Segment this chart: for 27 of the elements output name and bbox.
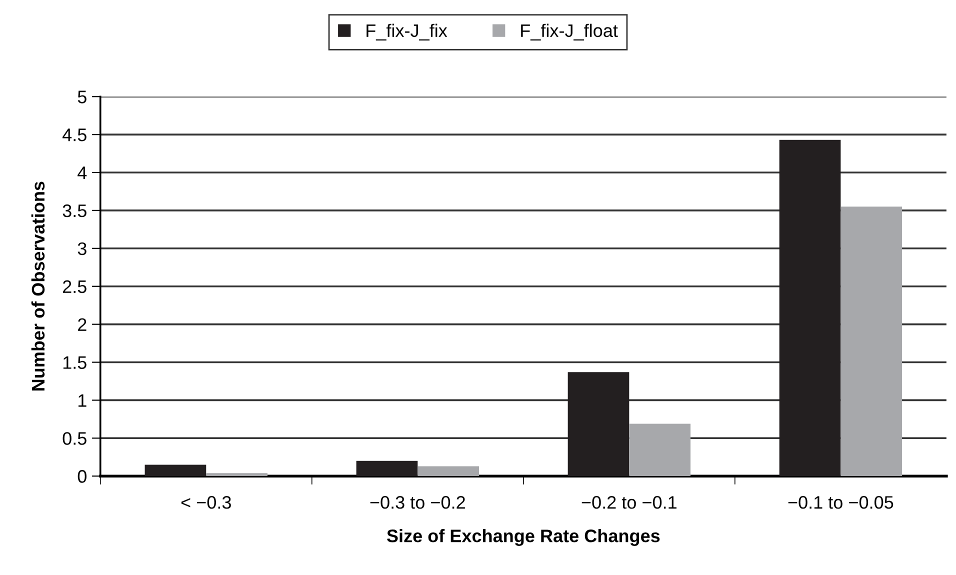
y-tick-label: 1.5 bbox=[63, 356, 86, 369]
bar bbox=[629, 424, 691, 476]
bar bbox=[418, 466, 479, 476]
x-tick-label: −0.1 to −0.05 bbox=[788, 496, 894, 509]
y-tick-label: 3 bbox=[78, 242, 86, 256]
y-tick-label: 2.5 bbox=[62, 280, 86, 294]
y-tick-label: 3.5 bbox=[62, 204, 86, 218]
bar bbox=[144, 464, 206, 476]
bar bbox=[206, 473, 268, 476]
x-axis-title: Size of Exchange Rate Changes bbox=[386, 529, 660, 546]
y-tick-label: 0 bbox=[78, 470, 86, 483]
y-tick-label: 4.5 bbox=[62, 128, 86, 142]
legend-label: F_fix-J_float bbox=[521, 24, 618, 40]
bar bbox=[779, 140, 841, 476]
y-tick-label: 5 bbox=[78, 90, 86, 104]
bar bbox=[568, 372, 630, 476]
x-tick-label: −0.2 to −0.1 bbox=[582, 496, 676, 509]
x-tick-label: −0.3 to −0.2 bbox=[370, 496, 465, 509]
legend-label: F_fix-J_fix bbox=[366, 24, 448, 40]
bar bbox=[840, 206, 902, 476]
y-tick-label: 0.5 bbox=[62, 432, 86, 445]
y-tick-label: 4 bbox=[78, 166, 87, 180]
y-tick-label: 1 bbox=[78, 394, 86, 407]
bar bbox=[356, 460, 418, 476]
y-axis-title: Number of Observations bbox=[31, 182, 45, 390]
x-tick-label: < −0.3 bbox=[181, 496, 231, 509]
y-tick-label: 2 bbox=[78, 318, 86, 331]
